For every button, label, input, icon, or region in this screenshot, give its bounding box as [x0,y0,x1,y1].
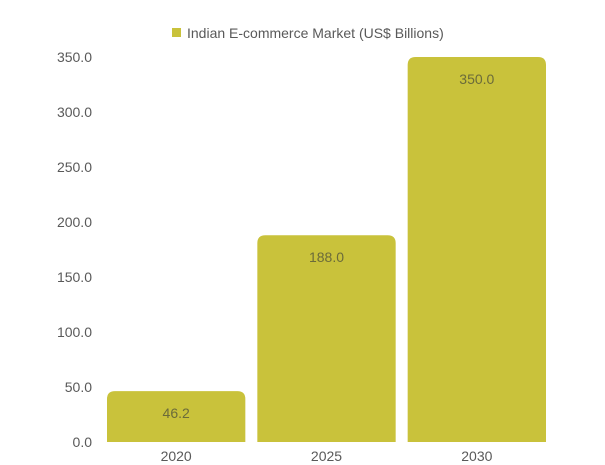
bar-2020 [107,391,246,442]
y-tick-label: 250.0 [57,159,92,175]
x-tick-label-2020: 2020 [161,448,192,464]
value-labels: 46.2 188.0 350.0 [163,71,495,421]
legend: Indian E-commerce Market (US$ Billions) [172,25,444,41]
y-tick-label: 150.0 [57,269,92,285]
value-label-2030: 350.0 [459,71,494,87]
y-axis: 0.0 50.0 100.0 150.0 200.0 250.0 300.0 350.0 [57,49,92,450]
y-tick-label: 300.0 [57,104,92,120]
x-tick-label-2025: 2025 [311,448,342,464]
y-tick-label: 200.0 [57,214,92,230]
legend-label: Indian E-commerce Market (US$ Billions) [187,25,444,41]
bar-2030 [407,57,546,442]
y-tick-label: 50.0 [65,379,92,395]
bars [107,57,546,442]
y-tick-label: 100.0 [57,324,92,340]
legend-swatch [172,28,181,37]
x-axis: 2020 2025 2030 [161,448,493,464]
y-tick-label: 350.0 [57,49,92,65]
value-label-2025: 188.0 [309,249,344,265]
x-tick-label-2030: 2030 [461,448,492,464]
bar-2025 [257,235,396,442]
y-tick-label: 0.0 [73,434,93,450]
value-label-2020: 46.2 [163,405,190,421]
